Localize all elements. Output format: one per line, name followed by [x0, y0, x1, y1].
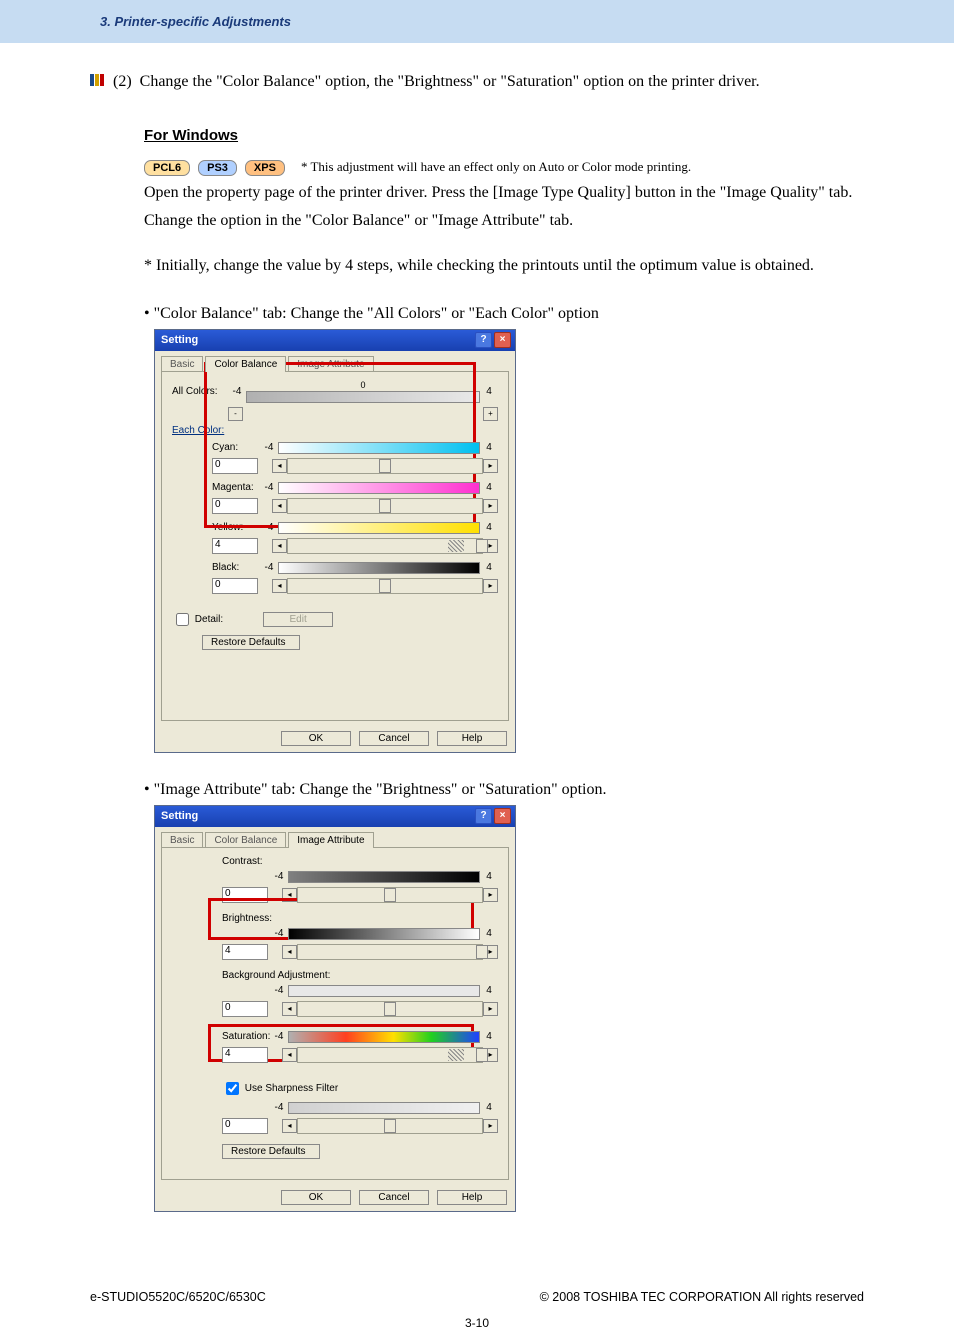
input-black-value[interactable]: 0 [212, 578, 258, 594]
arrow-left-icon[interactable]: ◂ [282, 945, 297, 959]
gradient-magenta [278, 482, 480, 494]
lead-paragraph: (2) Change the "Color Balance" option, t… [90, 73, 864, 91]
checkbox-detail[interactable]: Detail: [172, 610, 223, 629]
lead-text: Change the "Color Balance" option, the "… [140, 73, 760, 90]
para-initially: * Initially, change the value by 4 steps… [144, 255, 864, 277]
tab-basic[interactable]: Basic [161, 356, 203, 372]
arrow-right-icon[interactable]: ▸ [483, 499, 498, 513]
input-sharpness-value[interactable]: 0 [222, 1118, 268, 1134]
input-saturation-value[interactable]: 4 [222, 1047, 268, 1063]
para-open-property: Open the property page of the printer dr… [144, 182, 864, 204]
gradient-yellow [278, 522, 480, 534]
gradient-sharpness [288, 1102, 480, 1114]
dialog-titlebar: Setting ? × [155, 330, 515, 351]
input-yellow-value[interactable]: 4 [212, 538, 258, 554]
help-button[interactable]: Help [437, 731, 507, 746]
help-icon[interactable]: ? [475, 332, 492, 348]
help-icon[interactable]: ? [475, 808, 492, 824]
restore-defaults-button[interactable]: Restore Defaults [222, 1144, 320, 1159]
arrow-right-icon[interactable]: ▸ [483, 1002, 498, 1016]
close-icon[interactable]: × [494, 808, 511, 824]
dialog-image-attribute: Setting ? × Basic Color Balance Image At… [154, 805, 516, 1212]
range-max: 4 [480, 442, 498, 453]
slider-black[interactable] [287, 578, 483, 594]
badge-ps3: PS3 [198, 160, 237, 176]
footer-left: e-STUDIO5520C/6520C/6530C [90, 1290, 266, 1304]
input-brightness-value[interactable]: 4 [222, 944, 268, 960]
tab-basic[interactable]: Basic [161, 832, 203, 848]
tab-color-balance[interactable]: Color Balance [205, 356, 286, 372]
gradient-saturation [288, 1031, 480, 1043]
bullet-color-balance: • "Color Balance" tab: Change the "All C… [144, 305, 864, 323]
dialog-color-balance: Setting ? × Basic Color Balance Image At… [154, 329, 516, 753]
page-footer: e-STUDIO5520C/6520C/6530C © 2008 TOSHIBA… [0, 1260, 954, 1314]
cancel-button[interactable]: Cancel [359, 1190, 429, 1205]
slider-magenta[interactable] [287, 498, 483, 514]
para-change-option: Change the option in the "Color Balance"… [144, 210, 864, 232]
range-max: 4 [480, 386, 498, 397]
plus-button[interactable]: + [483, 407, 498, 421]
bullet-image-attribute: • "Image Attribute" tab: Change the "Bri… [144, 781, 864, 799]
arrow-right-icon[interactable]: ▸ [483, 579, 498, 593]
close-icon[interactable]: × [494, 332, 511, 348]
slider-contrast[interactable] [297, 887, 483, 903]
gradient-cyan [278, 442, 480, 454]
driver-badges: PCL6 PS3 XPS [144, 158, 289, 176]
lead-icon [90, 73, 105, 91]
help-button[interactable]: Help [437, 1190, 507, 1205]
slider-cyan[interactable] [287, 458, 483, 474]
arrow-right-icon[interactable]: ▸ [483, 1119, 498, 1133]
slider-saturation[interactable] [297, 1047, 483, 1063]
dialog-title: Setting [161, 810, 198, 822]
slider-brightness[interactable] [297, 944, 483, 960]
arrow-left-icon[interactable]: ◂ [282, 1048, 297, 1062]
gradient-contrast [288, 871, 480, 883]
arrow-left-icon[interactable]: ◂ [282, 1119, 297, 1133]
gradient-bg [288, 985, 480, 997]
gradient-black [278, 562, 480, 574]
arrow-right-icon[interactable]: ▸ [483, 459, 498, 473]
input-bg-value[interactable]: 0 [222, 1001, 268, 1017]
ok-button[interactable]: OK [281, 731, 351, 746]
checkbox-sharpness[interactable]: Use Sharpness Filter [222, 1079, 498, 1098]
page-number: 3-10 [0, 1316, 954, 1330]
restore-defaults-button[interactable]: Restore Defaults [202, 635, 300, 650]
arrow-right-icon[interactable]: ▸ [483, 888, 498, 902]
page-header: 3. Printer-specific Adjustments [0, 0, 954, 43]
footer-right: © 2008 TOSHIBA TEC CORPORATION All right… [540, 1290, 864, 1304]
badge-pcl6: PCL6 [144, 160, 190, 176]
badge-xps: XPS [245, 160, 285, 176]
label-contrast: Contrast: [222, 856, 498, 867]
hatch-marker [448, 540, 464, 552]
badge-note: * This adjustment will have an effect on… [301, 159, 691, 174]
ok-button[interactable]: OK [281, 1190, 351, 1205]
lead-number: (2) [113, 73, 132, 90]
tab-color-balance[interactable]: Color Balance [205, 832, 286, 848]
edit-button[interactable]: Edit [263, 612, 333, 627]
label-black: Black: [212, 562, 260, 573]
arrow-left-icon[interactable]: ◂ [272, 579, 287, 593]
cancel-button[interactable]: Cancel [359, 731, 429, 746]
section-title: 3. Printer-specific Adjustments [100, 14, 291, 29]
slider-sharpness[interactable] [297, 1118, 483, 1134]
hatch-marker [448, 1049, 464, 1061]
slider-bg[interactable] [297, 1001, 483, 1017]
gradient-brightness [288, 928, 480, 940]
label-bg-adjustment: Background Adjustment: [222, 970, 498, 981]
tab-image-attribute[interactable]: Image Attribute [288, 832, 373, 848]
for-windows-heading: For Windows [144, 127, 864, 144]
dialog-title: Setting [161, 334, 198, 346]
arrow-left-icon[interactable]: ◂ [282, 1002, 297, 1016]
arrow-left-icon[interactable]: ◂ [272, 539, 287, 553]
slider-yellow[interactable] [287, 538, 483, 554]
